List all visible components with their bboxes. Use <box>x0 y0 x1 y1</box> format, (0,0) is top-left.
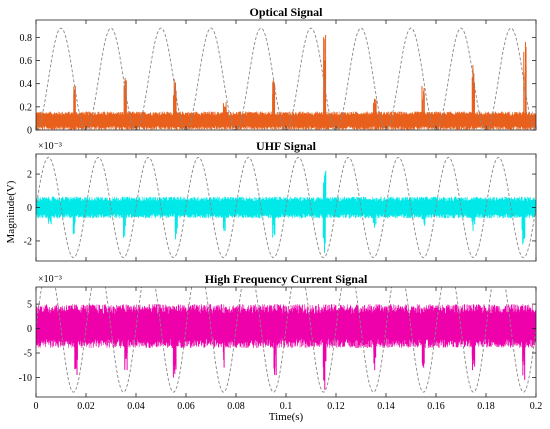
pulse-spike <box>222 326 225 368</box>
y-tick-label: 0 <box>27 126 32 137</box>
x-tick-label: 0.16 <box>427 401 445 412</box>
uhf-panel: UHF Signal ×10⁻³ Magnitude(V) -2 0 2 <box>5 139 537 262</box>
pulse-spike <box>372 98 377 121</box>
x-tick-label: 0.08 <box>227 401 245 412</box>
y-tick-labels: -10 -5 0 5 <box>19 300 32 384</box>
pulse-spike <box>322 207 326 253</box>
pulse-spike <box>173 79 177 121</box>
x-tick-label: 0.02 <box>77 401 95 412</box>
pulse-spike <box>471 207 476 231</box>
x-tick-label: 0.06 <box>177 401 195 412</box>
pulse-spike <box>172 326 177 378</box>
x-axis-label: Time(s) <box>269 411 304 423</box>
noise-band <box>36 196 536 219</box>
x-tick-labels: 0 0.02 0.04 0.06 0.08 0.1 0.12 0.14 0.16 0.18 0.2 <box>34 401 543 412</box>
x-tick-label: 0.1 <box>280 401 293 412</box>
pulse-spike <box>521 207 526 245</box>
pulse-spike <box>273 326 277 375</box>
pulse-spike <box>323 170 327 208</box>
x-tick-label: 0.12 <box>327 401 345 412</box>
pulse-spike <box>421 326 425 368</box>
y-tick-label: 0.4 <box>20 79 33 90</box>
pulse-spike <box>72 207 76 235</box>
x-tick-label: 0 <box>34 401 39 412</box>
panel-title: UHF Signal <box>256 139 317 153</box>
reference-sine-line <box>36 156 536 259</box>
panel-title: High Frequency Current Signal <box>205 272 368 286</box>
pulse-spike <box>471 326 476 371</box>
x-tick-label: 0.14 <box>377 401 395 412</box>
optical-panel: Optical Signal 0 0.2 0.4 0.6 0.8 <box>20 5 537 137</box>
pulse-spike <box>323 35 327 121</box>
pulse-spike <box>123 77 127 121</box>
pulse-spike <box>222 102 227 121</box>
pulse-spike <box>47 207 52 225</box>
y-tick-label: 5 <box>27 300 32 311</box>
y-tick-label: 2 <box>27 170 32 181</box>
pulse-spike <box>421 207 426 226</box>
y-tick-label: 0.6 <box>20 56 33 67</box>
reference-sine-line <box>36 27 536 130</box>
y-tick-label: -2 <box>24 236 32 247</box>
plot-area <box>36 27 536 130</box>
x-tick-label: 0.2 <box>530 401 543 412</box>
pulse-spike <box>272 207 276 238</box>
pulse-spike <box>272 80 276 121</box>
x-tick-label: 0.04 <box>127 401 145 412</box>
pulse-spike <box>522 326 526 380</box>
plot-area <box>36 287 536 393</box>
noise-band <box>36 111 536 130</box>
y-tick-label: 0 <box>27 203 32 214</box>
panel-title: Optical Signal <box>249 5 323 19</box>
y-tick-label: -5 <box>24 349 32 360</box>
y-tick-label: 0 <box>27 324 32 335</box>
pulse-spike <box>373 326 377 371</box>
reference-sine-line <box>36 287 536 393</box>
pulse-spike <box>124 326 128 371</box>
pulse-spike <box>123 207 126 238</box>
y-axis-label: Magnitude(V) <box>5 180 17 243</box>
pulse-spike <box>222 207 226 231</box>
pulse-spike <box>471 65 475 121</box>
y-exponent-label: ×10⁻³ <box>38 274 62 285</box>
y-tick-label: 0.2 <box>20 102 33 113</box>
noise-band <box>36 304 536 349</box>
x-tick-label: 0.18 <box>477 401 495 412</box>
y-tick-label: -10 <box>19 373 32 384</box>
pulse-spike <box>174 207 178 240</box>
pulse-spike <box>372 207 377 228</box>
y-tick-label: 0.8 <box>20 33 33 44</box>
pulse-spike <box>74 326 78 375</box>
y-exponent-label: ×10⁻³ <box>38 141 62 152</box>
y-tick-labels: 0 0.2 0.4 0.6 0.8 <box>20 33 33 137</box>
hf-current-panel: High Frequency Current Signal ×10⁻³ Time… <box>19 272 543 423</box>
pulse-spike <box>421 86 425 121</box>
pulse-spike <box>322 326 327 390</box>
plot-area <box>36 156 536 259</box>
pulse-spike <box>73 86 76 121</box>
y-tick-labels: -2 0 2 <box>24 170 32 248</box>
